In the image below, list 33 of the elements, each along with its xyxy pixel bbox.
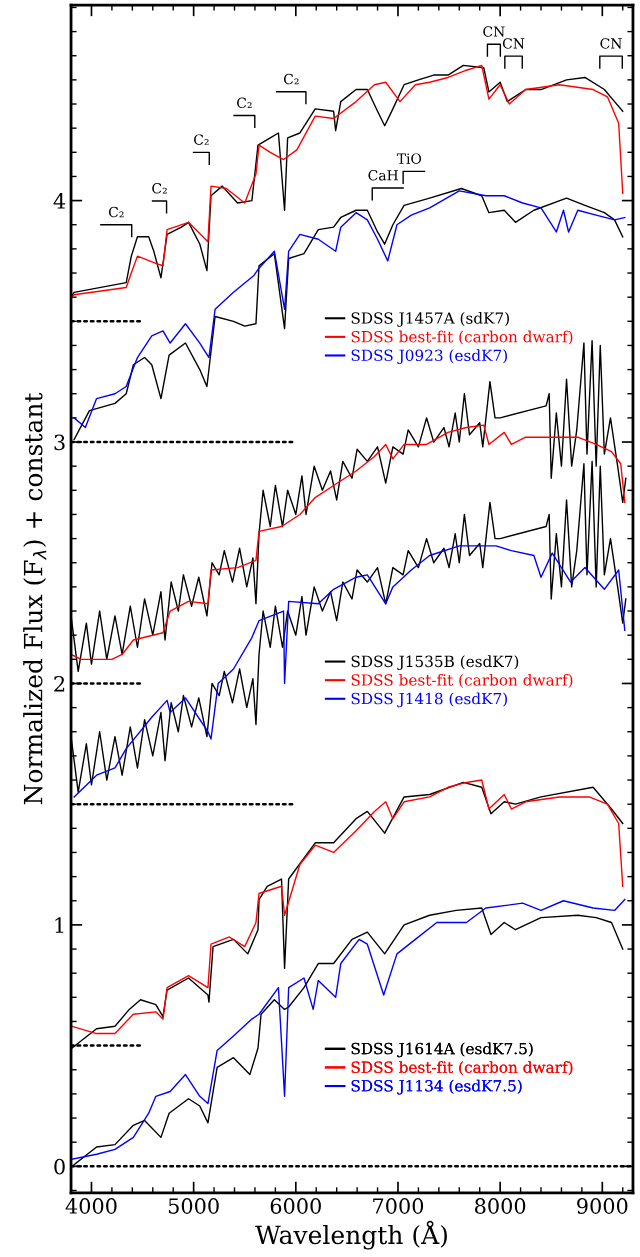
x-tick-label: 5000	[168, 1198, 219, 1214]
annotation: TiO	[396, 153, 422, 164]
legend-label: SDSS J1535B (esdK7)	[351, 655, 519, 671]
annotation: CN	[483, 26, 505, 37]
x-tick-label: 7000	[373, 1198, 424, 1214]
x-tick-label: 4000	[65, 1198, 117, 1214]
x-tick-label: 6000	[270, 1198, 321, 1214]
annotation: CN	[600, 38, 622, 49]
annotation: C₂	[237, 97, 252, 109]
legend-label: SDSS best-fit (carbon dwarf)	[351, 1061, 573, 1076]
y-tick-label: 1	[55, 917, 64, 933]
x-tick-label: 8000	[475, 1198, 526, 1214]
annotation: CN	[502, 38, 525, 49]
x-tick-label: 9000	[577, 1198, 628, 1214]
legend-label: SDSS best-fit (carbon dwarf)	[351, 673, 573, 688]
annotation: C₂	[108, 206, 124, 218]
annotation: C₂	[194, 134, 209, 145]
y-tick-label: 4	[53, 193, 66, 209]
legend-label: SDSS J0923 (esdK7)	[351, 349, 507, 365]
x-axis-title: Wavelength (Å)	[255, 1220, 447, 1250]
legend-label: SDSS best-fit (carbon dwarf)	[351, 330, 573, 345]
legend-label: SDSS J1614A (esdK7.5)	[351, 1042, 533, 1058]
annotation: C₂	[283, 73, 299, 85]
line-series	[73, 545, 626, 798]
annotation: CaH	[368, 170, 398, 181]
legend-label: SDSS J1418 (esdK7)	[351, 692, 507, 708]
y-tick-label: 3	[54, 434, 65, 451]
y-axis-title: Normalized Flux (F$_{λ}$) + constant	[23, 392, 47, 805]
y-tick-label: 0	[54, 1158, 65, 1175]
legend-label: SDSS J1457A (sdK7)	[351, 312, 509, 327]
legend-label: SDSS J1134 (esdK7.5)	[351, 1079, 522, 1095]
y-tick-label: 2	[54, 675, 65, 692]
annotation: C₂	[152, 183, 167, 194]
